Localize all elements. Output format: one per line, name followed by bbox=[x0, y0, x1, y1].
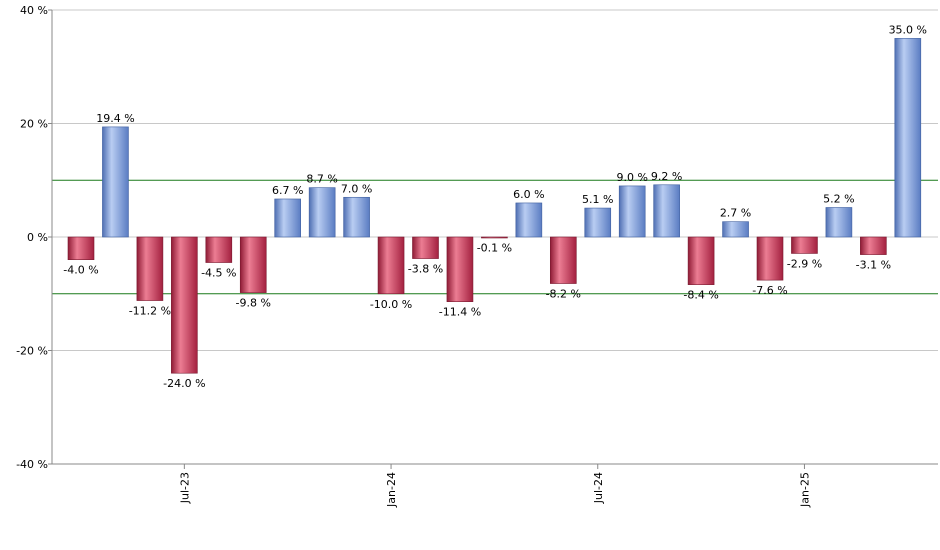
data-label: 8.7 % bbox=[306, 173, 337, 186]
data-label: -3.8 % bbox=[408, 263, 443, 276]
data-label: -3.1 % bbox=[856, 259, 891, 272]
data-label: -7.6 % bbox=[752, 284, 787, 297]
data-label: 2.7 % bbox=[720, 207, 751, 220]
data-label: 6.0 % bbox=[513, 188, 544, 201]
data-label: -2.9 % bbox=[787, 257, 822, 270]
bar bbox=[481, 236, 508, 239]
y-tick-label: 40 % bbox=[20, 4, 48, 17]
data-label: 7.0 % bbox=[341, 182, 372, 195]
bar bbox=[171, 236, 198, 374]
x-tick-label: Jan-24 bbox=[385, 472, 398, 508]
data-label: 9.0 % bbox=[616, 171, 647, 184]
x-tick-labels: Jul-23 Jan-24 Jul-24 Jan-25 bbox=[178, 472, 811, 508]
data-label: -11.2 % bbox=[129, 305, 171, 318]
bar bbox=[894, 38, 922, 238]
data-label: 35.0 % bbox=[889, 23, 927, 36]
x-tick-label: Jul-24 bbox=[592, 472, 605, 504]
bar bbox=[343, 196, 370, 238]
bar bbox=[102, 126, 129, 238]
bar bbox=[584, 207, 612, 238]
data-label: -4.5 % bbox=[201, 267, 236, 280]
data-labels: -4.0 % 19.4 % -11.2 % -24.0 % -4.5 % -9.8 % 6.… bbox=[63, 23, 927, 390]
bar bbox=[239, 236, 267, 293]
bar bbox=[205, 236, 233, 263]
y-tick-label: 20 % bbox=[20, 118, 48, 131]
bar bbox=[308, 187, 336, 238]
bar bbox=[722, 221, 749, 238]
data-label: -4.0 % bbox=[63, 264, 98, 277]
data-label: 19.4 % bbox=[96, 112, 134, 125]
data-label: 6.7 % bbox=[272, 184, 303, 197]
bar bbox=[67, 236, 95, 261]
y-tick-label: 0 % bbox=[27, 231, 48, 244]
data-label: -8.4 % bbox=[683, 289, 718, 302]
axes bbox=[48, 9, 938, 469]
data-label: -9.8 % bbox=[236, 297, 271, 310]
data-label: -10.0 % bbox=[370, 298, 412, 311]
y-tick-labels: 40 % 20 % 0 % -20 % -40 % bbox=[16, 4, 48, 471]
bar bbox=[756, 236, 784, 281]
bar bbox=[136, 236, 164, 301]
bar bbox=[825, 207, 853, 238]
bar bbox=[274, 198, 302, 238]
data-label: -8.2 % bbox=[546, 288, 581, 301]
bar bbox=[653, 184, 680, 238]
data-label: -11.4 % bbox=[439, 306, 481, 319]
data-label: 9.2 % bbox=[651, 170, 682, 183]
bar bbox=[446, 236, 474, 302]
bar bbox=[618, 185, 646, 238]
y-tick-label: -40 % bbox=[16, 458, 48, 471]
data-label: 5.2 % bbox=[823, 192, 854, 205]
bar bbox=[412, 236, 439, 259]
bar bbox=[549, 236, 577, 284]
bar bbox=[377, 236, 405, 295]
bar bbox=[515, 202, 543, 238]
data-label: 5.1 % bbox=[582, 193, 613, 206]
bar bbox=[860, 236, 887, 255]
data-label: -24.0 % bbox=[163, 377, 205, 390]
data-label: -0.1 % bbox=[477, 242, 512, 255]
y-tick-label: -20 % bbox=[16, 345, 48, 358]
bar bbox=[687, 236, 715, 285]
bars bbox=[67, 38, 922, 374]
x-tick-label: Jul-23 bbox=[178, 472, 191, 504]
bar bbox=[791, 236, 818, 254]
x-tick-label: Jan-25 bbox=[798, 472, 811, 508]
reference-lines bbox=[52, 179, 938, 295]
